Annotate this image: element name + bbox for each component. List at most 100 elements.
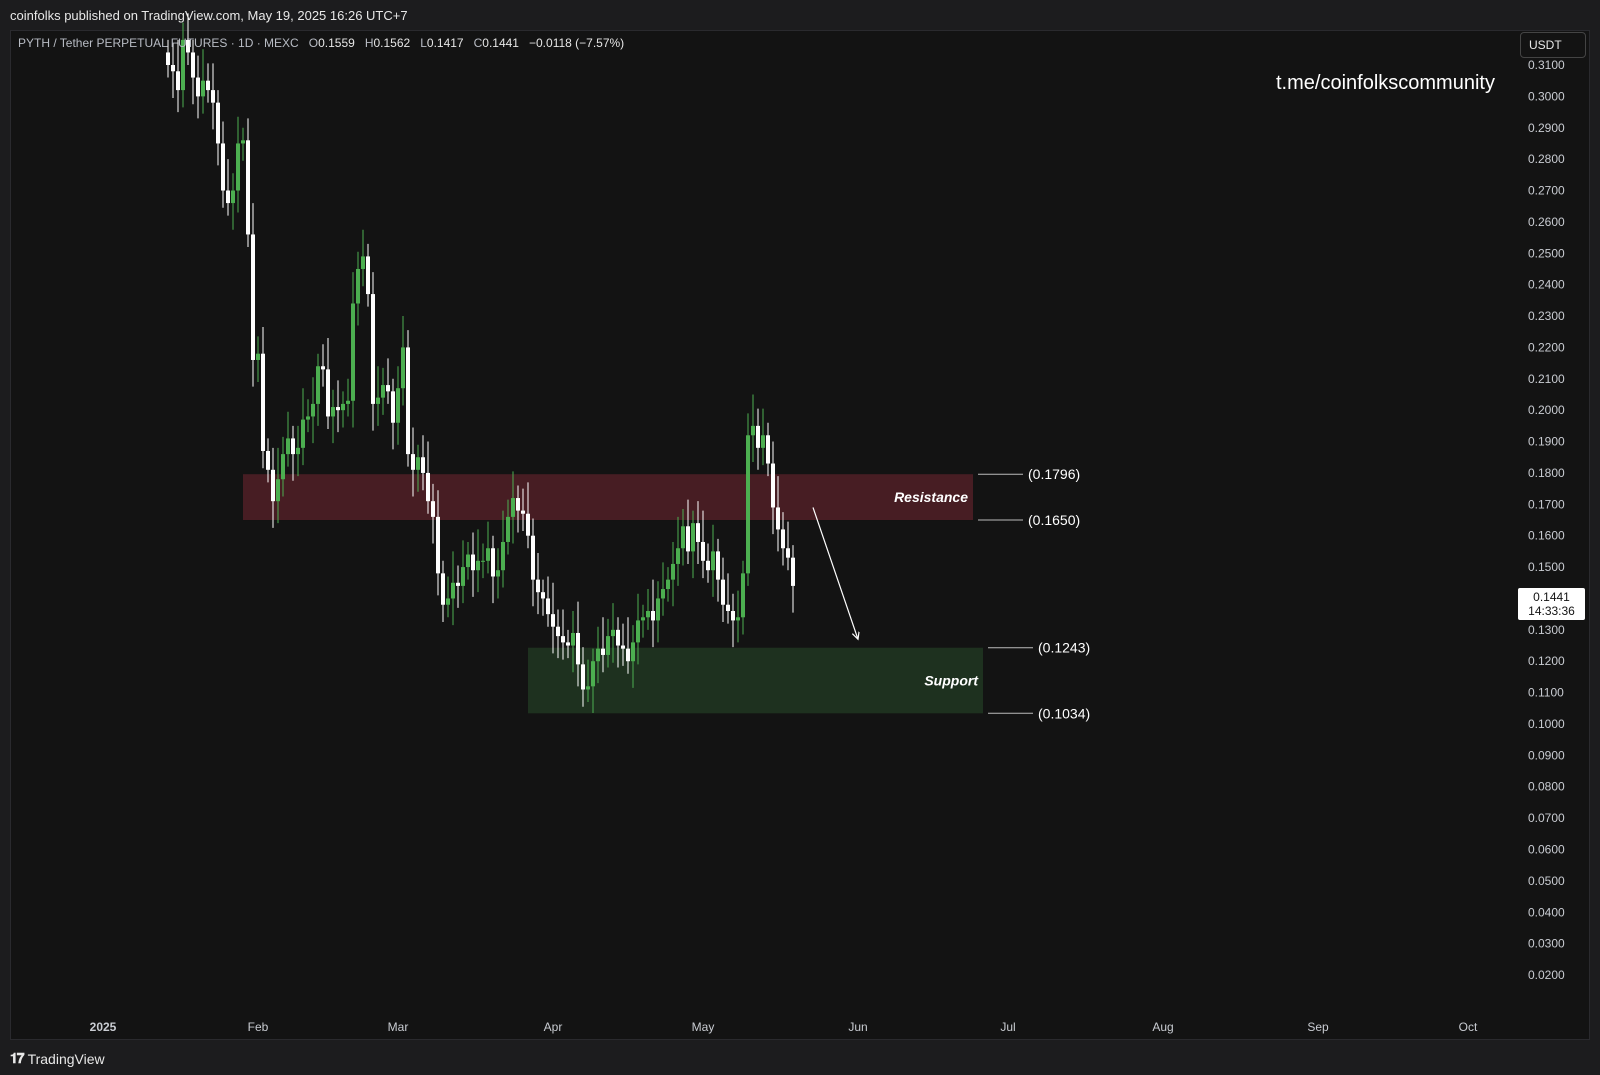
candle[interactable] xyxy=(701,541,705,561)
candle[interactable] xyxy=(201,80,205,97)
candle[interactable] xyxy=(681,526,685,549)
candle[interactable] xyxy=(536,579,540,593)
candle[interactable] xyxy=(291,438,295,455)
candle[interactable] xyxy=(231,190,235,204)
candle[interactable] xyxy=(591,661,595,687)
candle[interactable] xyxy=(556,626,560,637)
candle[interactable] xyxy=(196,77,200,97)
candle[interactable] xyxy=(756,425,760,448)
candle[interactable] xyxy=(446,598,450,605)
candle[interactable] xyxy=(531,535,535,580)
candle[interactable] xyxy=(666,579,670,590)
projection-arrow[interactable] xyxy=(812,507,858,639)
candle[interactable] xyxy=(171,65,175,72)
candle[interactable] xyxy=(176,71,180,91)
candle[interactable] xyxy=(721,579,725,605)
candle[interactable] xyxy=(576,632,580,665)
candle[interactable] xyxy=(371,294,375,404)
candle[interactable] xyxy=(786,548,790,558)
candle[interactable] xyxy=(426,472,430,502)
candle[interactable] xyxy=(431,501,435,517)
candle[interactable] xyxy=(541,592,545,599)
candle[interactable] xyxy=(401,347,405,389)
candle[interactable] xyxy=(696,523,700,542)
candle[interactable] xyxy=(571,632,575,646)
candle[interactable] xyxy=(461,567,465,586)
candle[interactable] xyxy=(466,554,470,568)
candle[interactable] xyxy=(181,39,185,91)
tradingview-logo[interactable]: 𝟏𝟕 TradingView xyxy=(10,1050,105,1067)
candle[interactable] xyxy=(301,419,305,448)
candle[interactable] xyxy=(691,523,695,552)
candle[interactable] xyxy=(366,256,370,295)
candle[interactable] xyxy=(271,469,275,502)
candle[interactable] xyxy=(406,347,410,455)
candle[interactable] xyxy=(376,397,380,404)
candle[interactable] xyxy=(481,560,485,562)
candle[interactable] xyxy=(676,548,680,564)
candle[interactable] xyxy=(266,450,270,470)
candle[interactable] xyxy=(361,256,365,269)
candle[interactable] xyxy=(736,617,740,621)
candle[interactable] xyxy=(486,548,490,561)
candle[interactable] xyxy=(646,611,650,618)
candle[interactable] xyxy=(506,516,510,542)
candle[interactable] xyxy=(761,435,765,448)
candle[interactable] xyxy=(601,648,605,655)
candle[interactable] xyxy=(251,234,255,360)
candle[interactable] xyxy=(281,454,285,480)
resistance-zone[interactable] xyxy=(243,474,973,521)
candle[interactable] xyxy=(751,425,755,436)
candle[interactable] xyxy=(211,90,215,103)
candle[interactable] xyxy=(341,403,345,411)
candle[interactable] xyxy=(516,498,520,511)
candle[interactable] xyxy=(226,190,230,204)
candle[interactable] xyxy=(411,454,415,470)
candle[interactable] xyxy=(216,102,220,144)
candle[interactable] xyxy=(551,614,555,627)
candle[interactable] xyxy=(706,560,710,571)
candle[interactable] xyxy=(586,686,590,690)
candle[interactable] xyxy=(596,648,600,662)
chart-area[interactable] xyxy=(10,30,1590,1040)
candle[interactable] xyxy=(321,366,325,370)
candle[interactable] xyxy=(771,463,775,508)
candle[interactable] xyxy=(566,642,570,646)
candle[interactable] xyxy=(781,529,785,549)
candle[interactable] xyxy=(221,143,225,191)
candle[interactable] xyxy=(416,457,420,470)
candle[interactable] xyxy=(616,629,620,646)
candle[interactable] xyxy=(501,541,505,571)
candle[interactable] xyxy=(206,80,210,91)
candle[interactable] xyxy=(331,407,335,417)
candle[interactable] xyxy=(191,52,195,78)
candle[interactable] xyxy=(746,435,750,574)
candle[interactable] xyxy=(356,268,360,304)
candle[interactable] xyxy=(581,664,585,690)
candle[interactable] xyxy=(236,143,240,191)
candle[interactable] xyxy=(311,403,315,417)
candle[interactable] xyxy=(766,435,770,464)
candle[interactable] xyxy=(286,438,290,455)
candle[interactable] xyxy=(671,563,675,580)
candle[interactable] xyxy=(621,645,625,649)
candle[interactable] xyxy=(241,140,245,144)
candle[interactable] xyxy=(456,582,460,586)
candle[interactable] xyxy=(346,400,350,404)
candle[interactable] xyxy=(651,611,655,621)
candle[interactable] xyxy=(381,385,385,398)
candle[interactable] xyxy=(496,570,500,577)
candle[interactable] xyxy=(436,516,440,574)
support-zone[interactable] xyxy=(528,647,983,714)
candle[interactable] xyxy=(526,513,530,536)
candle[interactable] xyxy=(186,39,190,53)
candle[interactable] xyxy=(166,52,170,65)
candle[interactable] xyxy=(631,642,635,662)
candle[interactable] xyxy=(656,598,660,621)
candle[interactable] xyxy=(351,303,355,401)
candle[interactable] xyxy=(561,636,565,643)
candle[interactable] xyxy=(626,648,630,662)
candle[interactable] xyxy=(421,457,425,473)
candle[interactable] xyxy=(641,617,645,621)
candle[interactable] xyxy=(261,353,265,451)
